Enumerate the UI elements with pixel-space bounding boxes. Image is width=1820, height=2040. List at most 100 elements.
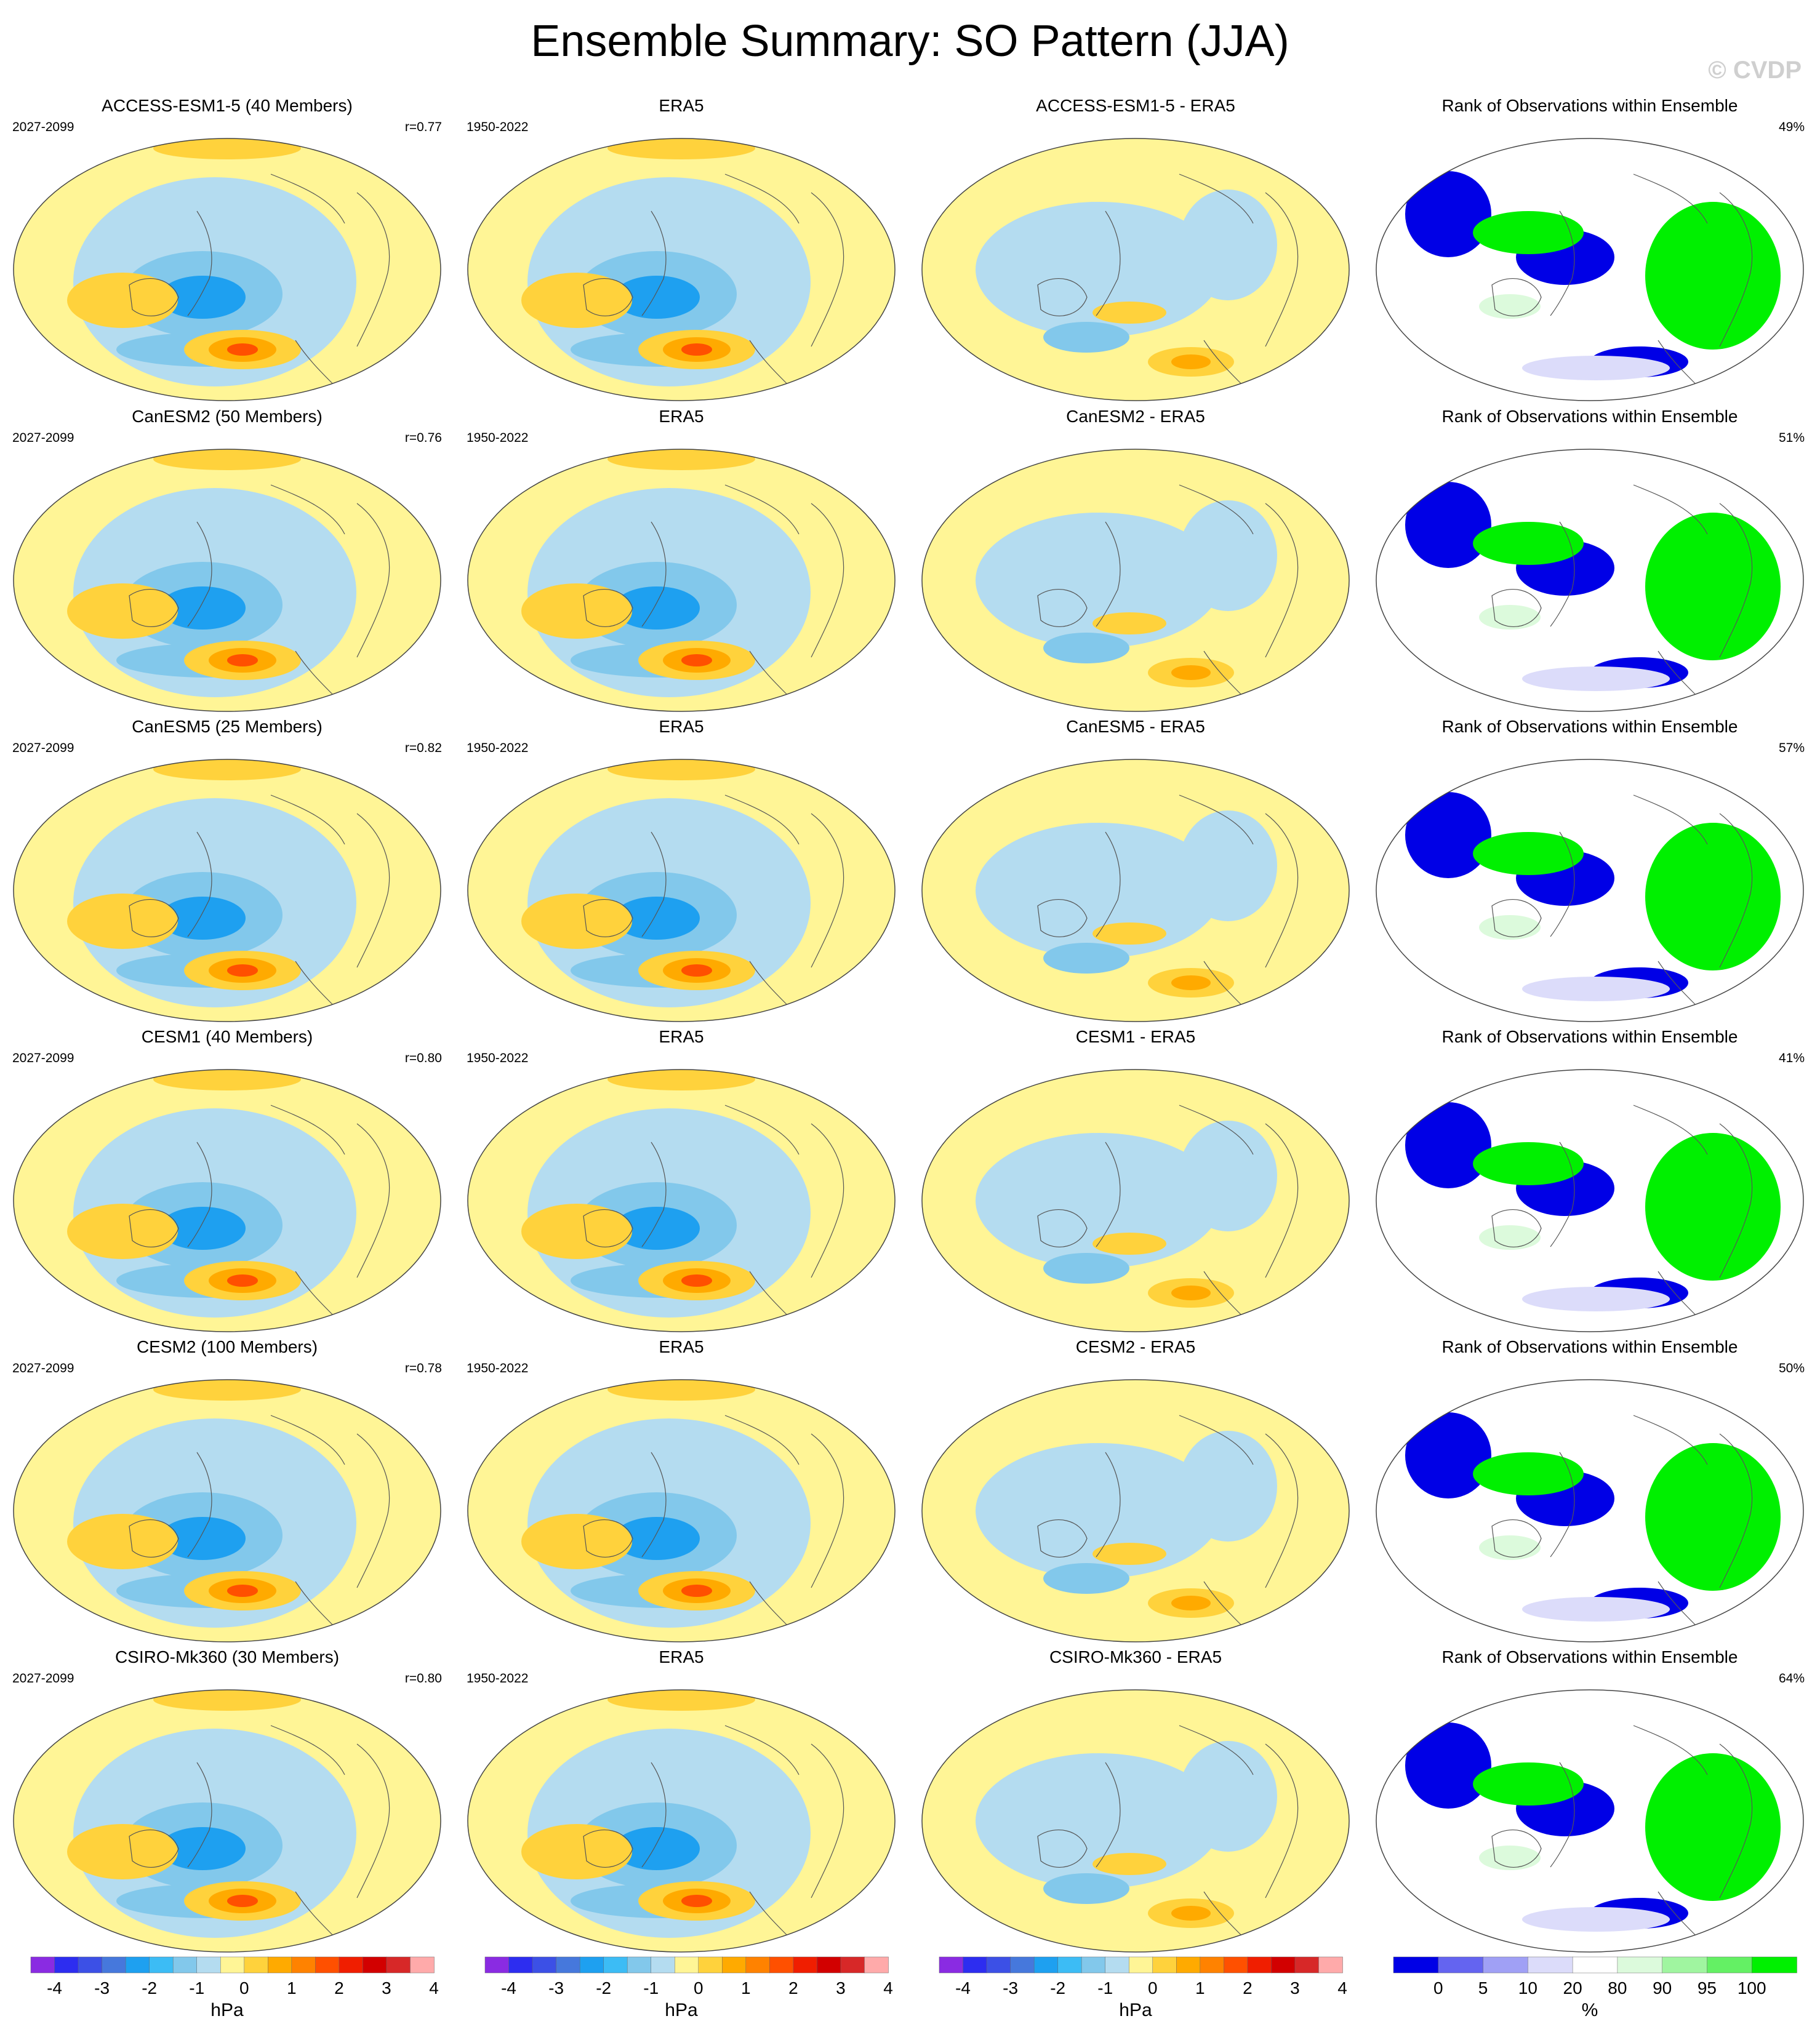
arctic-positive-region — [607, 759, 755, 780]
panel-title: CanESM2 - ERA5 — [1066, 407, 1205, 426]
colorbar-swatch — [315, 1956, 340, 1974]
colorbar-swatch — [793, 1956, 818, 1974]
coastline-2 — [129, 278, 179, 316]
colorbar-swatch — [1152, 1956, 1177, 1974]
arctic-positive-region — [607, 1690, 755, 1711]
coastline-3 — [1179, 1105, 1254, 1155]
colorbar-tick-label: 95 — [1698, 1978, 1717, 1998]
map-outline — [1376, 1069, 1804, 1332]
panel-title: ERA5 — [659, 1647, 704, 1666]
antarctic-peninsula-high-peak — [227, 1895, 258, 1907]
panel-period: 1950-2022 — [467, 1051, 529, 1065]
colorbar-swatch — [410, 1956, 435, 1974]
coastline-2 — [1491, 278, 1542, 316]
colorbar-swatch — [986, 1956, 1011, 1974]
panel-obs-row-3: ERA5 1950-2022 — [454, 1026, 908, 1334]
rank-pale-blue-region — [1522, 977, 1670, 1001]
colorbar-tick-label: 20 — [1563, 1978, 1582, 1998]
pattern-correlation: r=0.80 — [404, 1671, 442, 1686]
rank-high-region-north — [1473, 1762, 1584, 1806]
rank-high-region-atlantic — [1645, 823, 1781, 970]
colorbar-swatch — [963, 1956, 987, 1974]
coastline-3 — [1633, 484, 1708, 535]
coastline-2 — [1491, 589, 1542, 627]
coastline-1 — [1265, 813, 1299, 968]
diff-map — [921, 138, 1350, 401]
coastline-4 — [749, 1271, 787, 1315]
australia-positive-region — [521, 583, 632, 639]
coastline-0 — [187, 1142, 212, 1247]
panel-obs-row-4: ERA5 1950-2022 — [454, 1337, 908, 1644]
panel-model-row-4: CESM2 (100 Members) 2027-2099 r=0.78 — [0, 1337, 454, 1644]
coastline-1 — [1265, 192, 1299, 347]
map-outline — [467, 1689, 896, 1953]
southeast-pacific-low-core — [614, 586, 700, 630]
rank-pale-blue-region — [1522, 1597, 1670, 1622]
panel-model-row-0: ACCESS-ESM1-5 (40 Members) 2027-2099 r=0.7… — [0, 95, 454, 403]
colorbar-swatch — [1033, 1956, 1059, 1974]
coastline-1 — [1265, 503, 1299, 658]
copyright-label: © CVDP — [1708, 57, 1802, 84]
colorbar-swatch — [722, 1956, 747, 1974]
coastline-1 — [1719, 503, 1753, 658]
coastline-0 — [1096, 521, 1121, 627]
coastline-2 — [1037, 278, 1088, 316]
panel-period: 2027-2099 — [12, 1051, 74, 1065]
map-outline — [13, 1379, 441, 1642]
map-outline — [13, 138, 441, 401]
rank-pale-blue-region — [1522, 666, 1670, 691]
colorbar-tick-label: -4 — [955, 1978, 971, 1998]
model-map — [13, 1069, 441, 1332]
colorbar-unit: % — [1582, 2000, 1598, 2020]
coastline-2 — [1491, 1519, 1542, 1558]
coastline-3 — [1633, 1725, 1708, 1775]
colorbar-swatch — [1200, 1956, 1225, 1974]
colorbar-tick-label: -1 — [1097, 1978, 1113, 1998]
coastline-2 — [583, 1209, 633, 1247]
coastline-1 — [356, 503, 390, 658]
colorbar-swatch — [1057, 1956, 1082, 1974]
panel-title: ERA5 — [659, 717, 704, 736]
coastline-1 — [1719, 1433, 1753, 1588]
colorbar-tick-label: -3 — [548, 1978, 564, 1998]
colorbar-tick-label: -3 — [94, 1978, 110, 1998]
coastline-2 — [129, 1209, 179, 1247]
diff-peninsula-high-core — [1171, 1286, 1211, 1300]
colorbar-swatch — [674, 1956, 699, 1974]
colorbar-swatch — [1271, 1956, 1296, 1974]
colorbar-tick-label: 3 — [1290, 1978, 1300, 1998]
arctic-positive-region — [153, 759, 301, 780]
coastline-3 — [724, 1725, 800, 1775]
pattern-correlation: r=0.82 — [404, 741, 442, 755]
diff-atlantic-negative — [1179, 1431, 1277, 1542]
model-map — [13, 138, 441, 401]
coastline-3 — [1179, 1415, 1254, 1465]
panel-title: Rank of Observations within Ensemble — [1441, 1027, 1738, 1046]
coastline-0 — [641, 831, 667, 937]
rank-pale-green-region — [1479, 1535, 1541, 1560]
panel-title: ERA5 — [659, 1337, 704, 1356]
hpa-colorbar-2: -4 -3 -2 -1 0 1 2 3 4 hPa — [939, 1956, 1347, 2020]
colorbar-tick-label: 0 — [1148, 1978, 1158, 1998]
coastline-0 — [1550, 1762, 1575, 1868]
diff-southern-low — [1043, 1873, 1129, 1904]
colorbar-swatch — [363, 1956, 387, 1974]
arctic-positive-region — [153, 1070, 301, 1090]
arctic-positive-region — [607, 138, 755, 159]
panel-period: 1950-2022 — [467, 741, 529, 755]
colorbar-tick-label: 5 — [1478, 1978, 1488, 1998]
map-outline — [467, 1379, 896, 1642]
arctic-positive-region — [607, 449, 755, 470]
pattern-correlation: r=0.78 — [404, 1361, 442, 1375]
southeast-pacific-low-core — [159, 586, 246, 630]
coastline-0 — [187, 521, 212, 627]
obs-map — [467, 138, 896, 401]
coastline-1 — [1719, 1743, 1753, 1898]
colorbar-swatch — [579, 1956, 604, 1974]
colorbar-tick-label: 2 — [1243, 1978, 1253, 1998]
panel-period: 2027-2099 — [12, 741, 74, 755]
model-map — [13, 1689, 441, 1953]
coastline-0 — [641, 1142, 667, 1247]
rank-pale-blue-region — [1522, 1287, 1670, 1311]
map-outline — [921, 138, 1350, 401]
